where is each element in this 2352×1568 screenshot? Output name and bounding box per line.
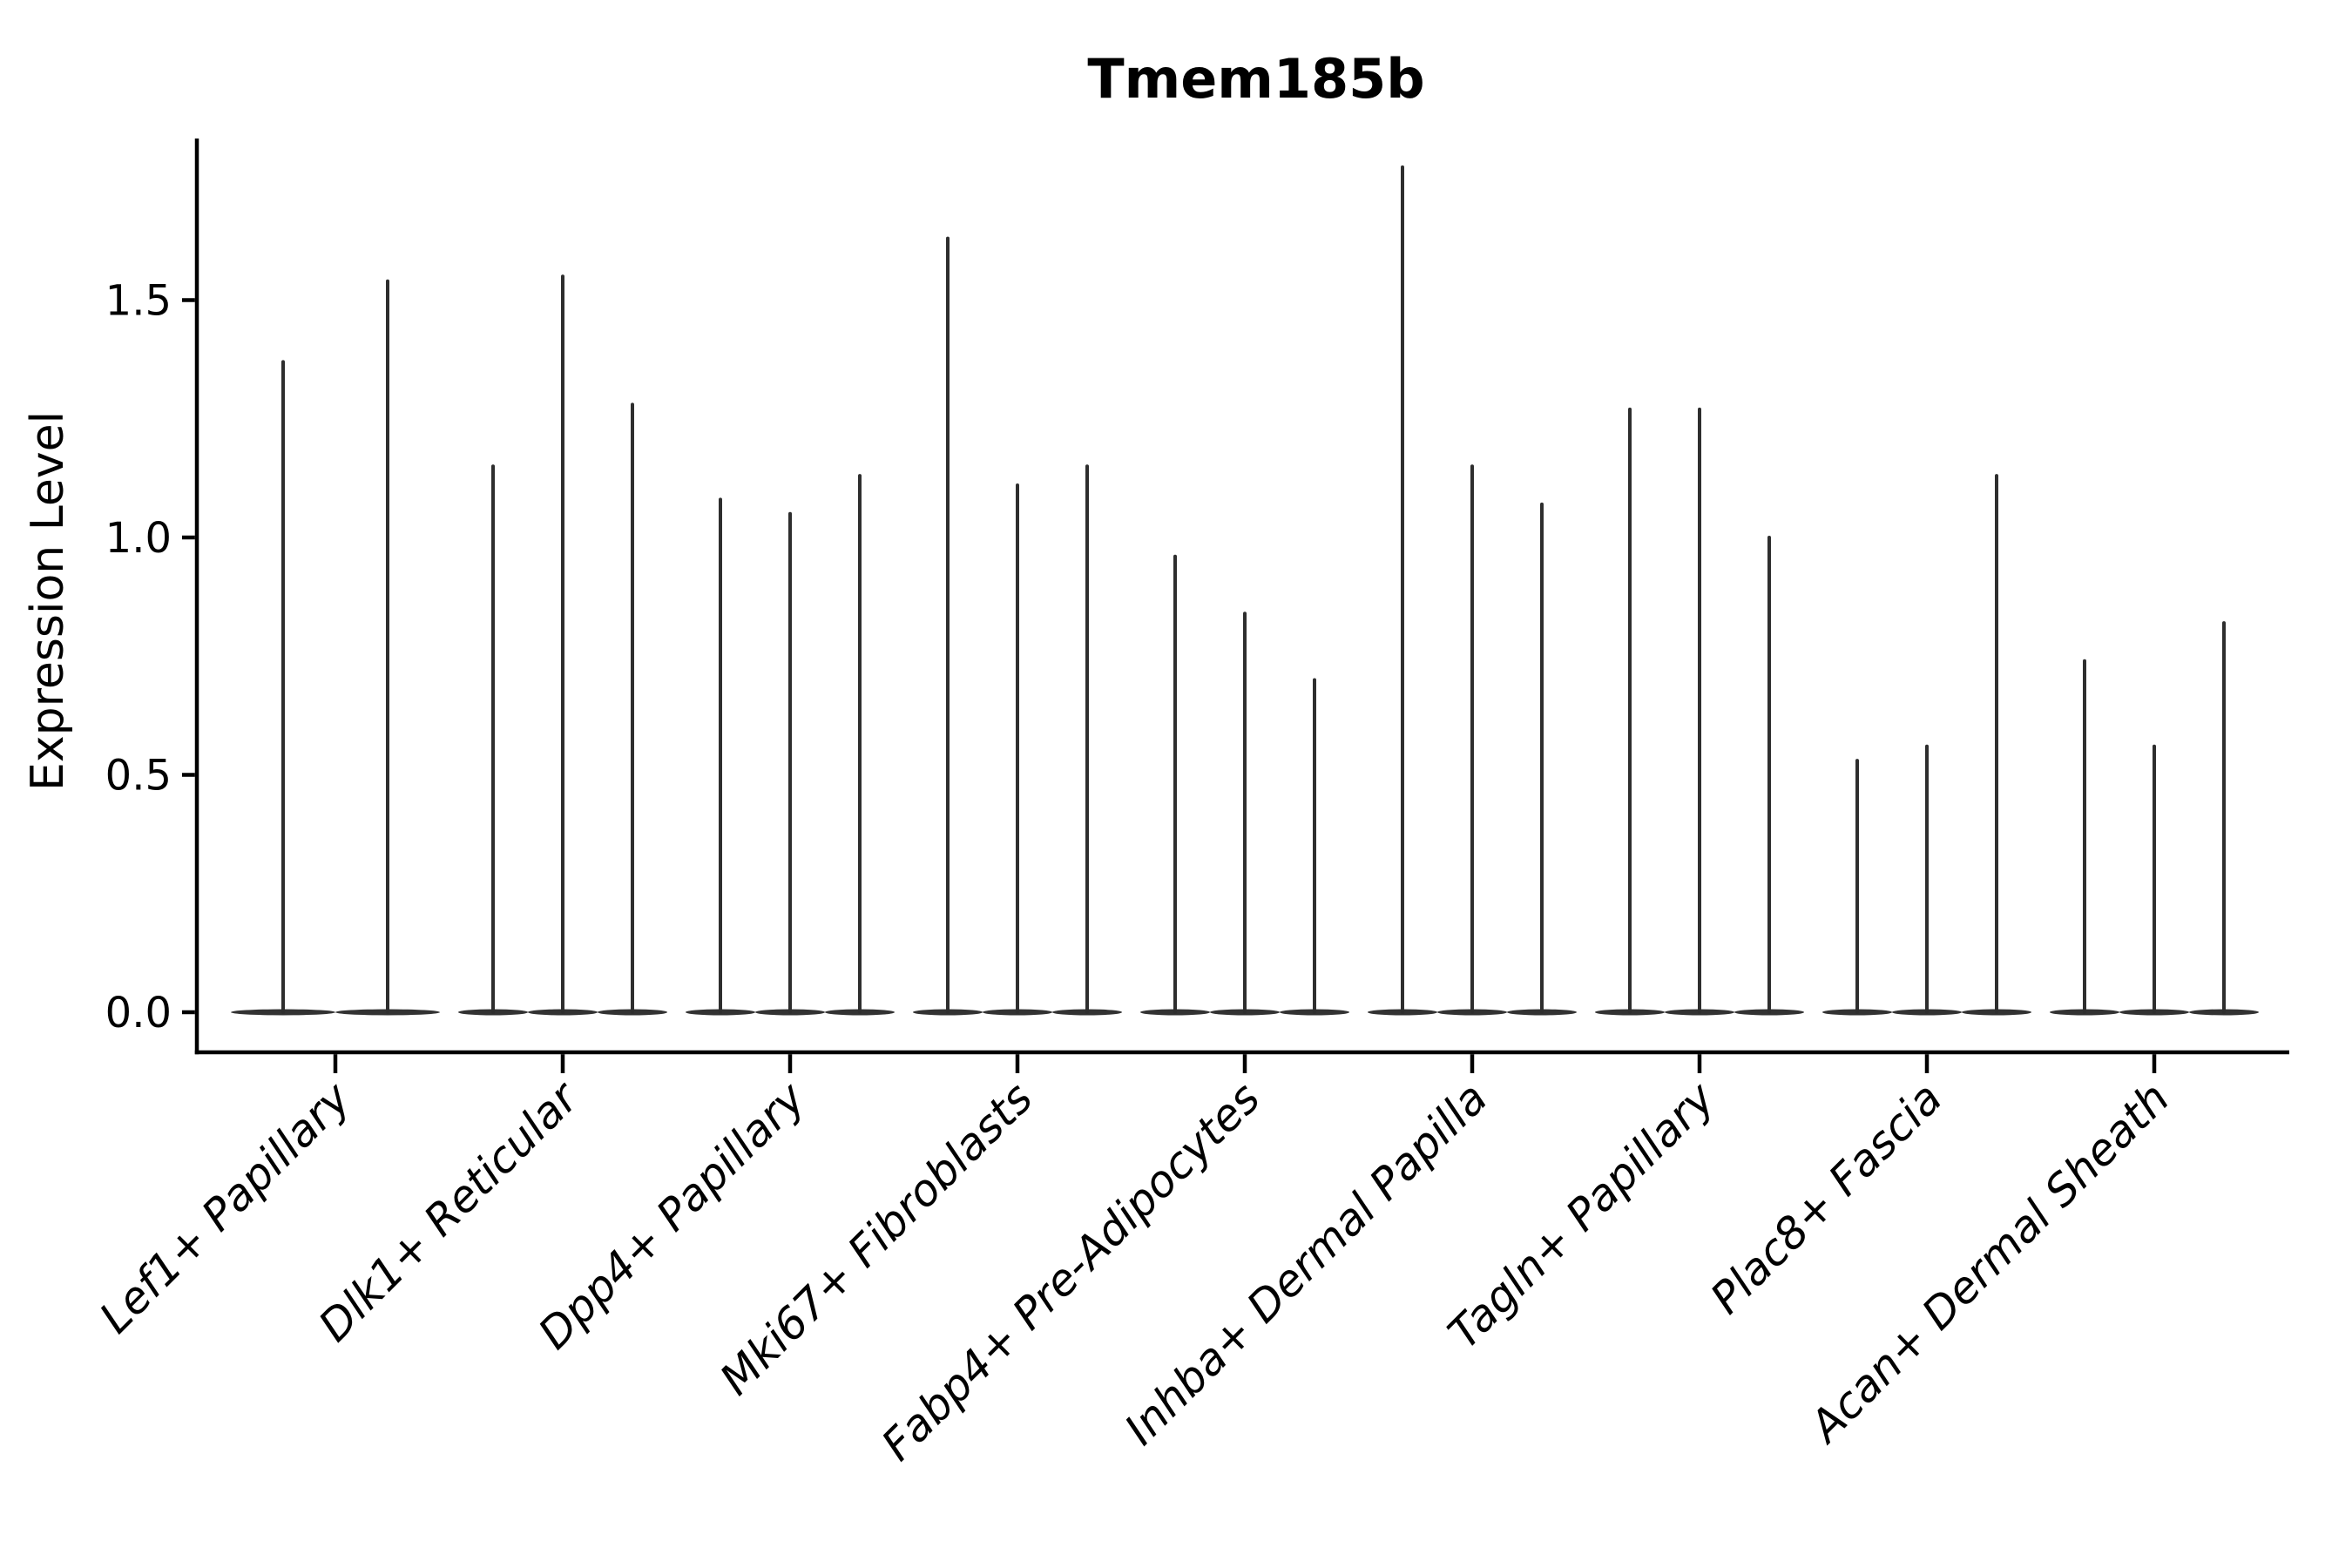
y-tick-label-1.5: 1.5: [105, 277, 172, 326]
chart-title: Tmem185b: [1087, 47, 1424, 111]
y-tick-label-1.0: 1.0: [105, 514, 172, 563]
x-tick-label-7: Plac8+ Fascia: [1701, 1072, 1952, 1323]
y-tick-label-0.0: 0.0: [105, 989, 172, 1037]
y-axis-label: Expression Level: [22, 411, 74, 791]
x-tick-label-4: Fabp4+ Pre-Adipocytes: [872, 1072, 1270, 1470]
y-tick-label-0.5: 0.5: [105, 752, 172, 801]
x-tick-label-0: Lef1+ Papillary: [90, 1071, 361, 1342]
x-tick-label-5: Inhba+ Dermal Papilla: [1115, 1072, 1497, 1454]
x-tick-label-8: Acan+ Dermal Sheath: [1799, 1072, 2180, 1453]
